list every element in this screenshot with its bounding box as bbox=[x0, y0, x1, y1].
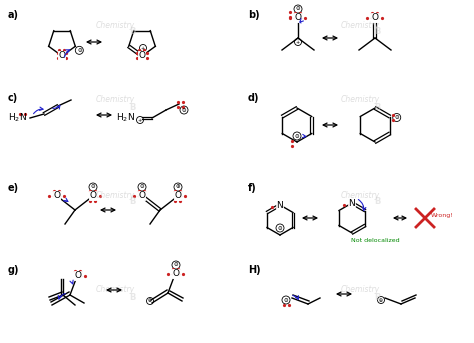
Text: N: N bbox=[348, 199, 356, 208]
Text: O: O bbox=[372, 13, 379, 23]
Text: O: O bbox=[90, 191, 97, 201]
Text: $\mathbf{B}$: $\mathbf{B}$ bbox=[129, 25, 137, 36]
Text: Chemistry: Chemistry bbox=[95, 21, 135, 29]
Text: ⊖: ⊖ bbox=[140, 185, 144, 189]
Text: a): a) bbox=[8, 10, 19, 20]
Text: $\mathbf{B}$: $\mathbf{B}$ bbox=[374, 291, 382, 301]
Text: O: O bbox=[58, 51, 65, 60]
Text: Chemistry: Chemistry bbox=[95, 190, 135, 200]
Text: O: O bbox=[174, 191, 182, 201]
Text: O: O bbox=[138, 191, 146, 201]
Text: f): f) bbox=[248, 183, 257, 193]
Text: Chemistry: Chemistry bbox=[340, 21, 380, 29]
Text: $\mathbf{B}$: $\mathbf{B}$ bbox=[374, 100, 382, 111]
Text: +: + bbox=[296, 39, 300, 45]
Text: Not delocalized: Not delocalized bbox=[351, 237, 399, 243]
Text: ⊖: ⊖ bbox=[394, 115, 399, 120]
Text: ⊖: ⊖ bbox=[278, 225, 283, 230]
Text: d): d) bbox=[248, 93, 259, 103]
Text: +: + bbox=[141, 46, 145, 50]
Text: ⊖: ⊖ bbox=[283, 297, 288, 303]
Text: c): c) bbox=[8, 93, 18, 103]
Text: ⊖: ⊖ bbox=[77, 48, 82, 53]
Text: Wrong!: Wrong! bbox=[431, 213, 454, 217]
Text: $\rm H_2N$: $\rm H_2N$ bbox=[116, 112, 135, 124]
Text: Chemistry: Chemistry bbox=[95, 95, 135, 105]
Text: ⊕: ⊕ bbox=[379, 297, 383, 303]
Text: $\mathbf{B}$: $\mathbf{B}$ bbox=[129, 291, 137, 301]
Text: $\rm H_2N$: $\rm H_2N$ bbox=[8, 112, 27, 124]
Text: O: O bbox=[173, 270, 180, 279]
Text: ⊕: ⊕ bbox=[176, 185, 180, 189]
Text: O: O bbox=[54, 191, 61, 201]
Text: ⊕: ⊕ bbox=[148, 298, 152, 304]
Text: Chemistry: Chemistry bbox=[340, 285, 380, 295]
Text: e): e) bbox=[8, 183, 19, 193]
Text: ⊖: ⊖ bbox=[173, 262, 178, 268]
Text: ⊖: ⊖ bbox=[91, 185, 95, 189]
Text: Chemistry: Chemistry bbox=[95, 285, 135, 295]
Text: g): g) bbox=[8, 265, 19, 275]
Text: O: O bbox=[74, 272, 82, 281]
Text: +: + bbox=[138, 118, 142, 122]
Text: Chemistry: Chemistry bbox=[340, 190, 380, 200]
Text: H): H) bbox=[248, 265, 261, 275]
Text: ⊖: ⊖ bbox=[295, 133, 299, 139]
Text: N: N bbox=[277, 201, 283, 210]
Text: ⊖: ⊖ bbox=[296, 7, 301, 12]
Text: $\mathbf{B}$: $\mathbf{B}$ bbox=[129, 196, 137, 206]
Text: Chemistry: Chemistry bbox=[340, 95, 380, 105]
Text: b): b) bbox=[248, 10, 260, 20]
Text: ⊖: ⊖ bbox=[182, 107, 186, 113]
Text: $\mathbf{B}$: $\mathbf{B}$ bbox=[374, 196, 382, 206]
Text: O: O bbox=[138, 51, 146, 60]
Text: $\mathbf{B}$: $\mathbf{B}$ bbox=[374, 25, 382, 36]
Text: O: O bbox=[294, 13, 301, 23]
Text: $\mathbf{B}$: $\mathbf{B}$ bbox=[129, 100, 137, 111]
